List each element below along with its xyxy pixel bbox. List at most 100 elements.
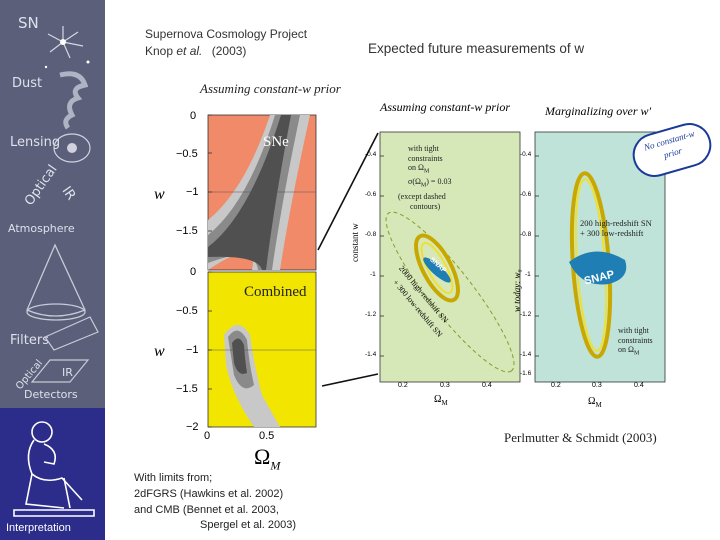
right-tight-line-1: with tight: [618, 326, 649, 335]
right-right-title: Marginalizing over w′: [545, 104, 652, 118]
right-left-ylabel: constant w: [350, 223, 360, 262]
rl-xlabel: ΩM: [434, 394, 448, 407]
right-tight-line-2: constraints: [618, 335, 653, 345]
bottom-ytick-3: −1.5: [176, 383, 198, 395]
rr-ytick-4: -1.2: [520, 311, 532, 318]
rr-ytick-3: -1: [525, 271, 531, 278]
sidebar-item-dust: Dust: [12, 76, 43, 91]
filter-icon: [44, 316, 99, 351]
sidebar-item-lensing: Lensing: [10, 135, 61, 150]
tight-line-3: on ΩM: [408, 163, 468, 177]
bottom-ytick-2: −1: [186, 344, 199, 356]
authors-line: Knop et al. (2003): [145, 44, 246, 58]
tight-line-4-sub: M: [420, 182, 427, 189]
bottom-ytick-0: 0: [190, 266, 197, 278]
sidebar-item-atmosphere: Atmosphere: [8, 222, 75, 235]
rr-xtick-2: 0.4: [634, 382, 644, 389]
right-title: Expected future measurements of w: [368, 41, 585, 56]
credit-line-1: With limits from;: [134, 472, 213, 484]
top-ytick-2: −1: [186, 186, 199, 198]
rl-xtick-0: 0.2: [398, 382, 408, 389]
telescope-icon: [26, 243, 86, 321]
sidebar-item-sn: SN: [18, 14, 39, 32]
combined-contour-inner: [232, 338, 247, 374]
right-tight-line-3: on ΩM: [618, 345, 653, 359]
rr-ytick-0: -0.4: [520, 151, 532, 158]
rr-ytick-5: -1.4: [520, 351, 532, 358]
rr-xtick-1: 0.3: [592, 382, 602, 389]
author-year: (2003): [211, 44, 247, 58]
sidebar-item-interpretation: Interpretation: [0, 408, 105, 540]
snap-blob-right: [569, 251, 627, 285]
rr-xlabel: ΩM: [588, 396, 602, 409]
xtick-1: 0.5: [259, 430, 275, 442]
right-left-title: Assuming constant-w prior: [380, 100, 511, 114]
tight-constraint-note: with tight constraints on ΩM σ(ΩM) = 0.0…: [408, 144, 468, 191]
sidebar-item-filters: Filters: [10, 333, 49, 348]
interpretation-label: Interpretation: [6, 522, 71, 534]
author-name: Knop: [145, 44, 174, 58]
xtick-0: 0: [204, 430, 211, 442]
tight-line-4-a: σ(Ω: [408, 177, 421, 187]
supernova-icon: [44, 26, 90, 69]
top-ylabel: w: [154, 186, 165, 203]
rl-ytick-3: -1: [370, 271, 376, 278]
left-figure-plot: [207, 114, 317, 428]
project-title: Supernova Cosmology Project: [145, 27, 308, 41]
rl-ytick-4: -1.2: [365, 311, 377, 318]
rl-xlabel-sub: M: [441, 399, 448, 407]
tight-line-4: σ(ΩM) = 0.03: [408, 177, 468, 191]
rr-ytick-1: -0.6: [520, 191, 532, 198]
thinker-statue-icon: [13, 421, 95, 517]
left-xlabel-sub: M: [270, 458, 281, 473]
tight-line-1: with tight: [408, 144, 439, 153]
citation: Perlmutter & Schmidt (2003): [504, 430, 657, 445]
top-ytick-0: 0: [190, 110, 197, 122]
sidebar-item-detectors: Detectors: [24, 388, 78, 401]
left-figure-title: Assuming constant-w prior: [200, 81, 341, 96]
sidebar-item-ir-2: IR: [62, 366, 73, 379]
credit-line-2: 2dFGRS (Hawkins et al. 2002): [134, 488, 284, 500]
rl-xtick-1: 0.3: [440, 382, 450, 389]
credit-line-4: Spergel et al. 2003): [200, 519, 297, 531]
rr-xlabel-omega: Ω: [588, 396, 596, 407]
rr-xlabel-sub: M: [595, 401, 602, 409]
snE-label: SNe: [263, 134, 289, 150]
top-ytick-3: −1.5: [176, 225, 198, 237]
rl-xlabel-omega: Ω: [434, 394, 442, 405]
rl-ytick-0: -0.4: [365, 151, 377, 158]
author-etal: et al.: [176, 44, 203, 58]
rr-ytick-6: -1.6: [520, 370, 532, 377]
right-tight-line-3-sub: M: [633, 350, 640, 357]
bottom-ytick-1: −0.5: [176, 305, 198, 317]
right-right-ylabel: w today: w₀: [512, 269, 522, 312]
credit-line-3: and CMB (Bennet et al. 2003,: [134, 504, 279, 516]
left-xlabel-omega: Ω: [254, 444, 271, 469]
rl-xtick-2: 0.4: [482, 382, 492, 389]
bottom-ylabel: w: [154, 343, 165, 360]
lens-icon: [53, 133, 91, 163]
right-tight-note: with tight constraints on ΩM: [618, 326, 653, 359]
top-ytick-1: −0.5: [176, 148, 198, 160]
right-left-contour-outer: [414, 233, 460, 303]
dust-cloud-icon: [59, 71, 89, 130]
snap-blob-left: [423, 257, 451, 283]
rl-ytick-2: -0.8: [365, 231, 377, 238]
dashed-line-2: contours): [410, 201, 441, 211]
tight-line-4-b: ) = 0.03: [426, 177, 452, 187]
snE-contour-inner: [208, 115, 291, 270]
right-sn-line-2: + 300 low-redshift: [580, 228, 644, 238]
right-tight-line-3-text: on Ω: [618, 345, 634, 354]
rl-ytick-1: -0.6: [365, 191, 377, 198]
rr-xtick-0: 0.2: [551, 382, 561, 389]
right-sn-note: 200 high-redshift SN + 300 low-redshift: [580, 218, 652, 238]
dashed-line-1: (except dashed: [398, 192, 446, 201]
combined-label: Combined: [244, 284, 307, 300]
tight-line-2: constraints: [408, 153, 443, 163]
bottom-ytick-4: −2: [186, 421, 199, 433]
right-sn-line-1: 200 high-redshift SN: [580, 218, 652, 228]
dashed-contour-note: (except dashed contours): [398, 192, 446, 211]
right-left-contour-inner: [420, 241, 454, 295]
tight-line-3-sub: M: [423, 168, 430, 175]
